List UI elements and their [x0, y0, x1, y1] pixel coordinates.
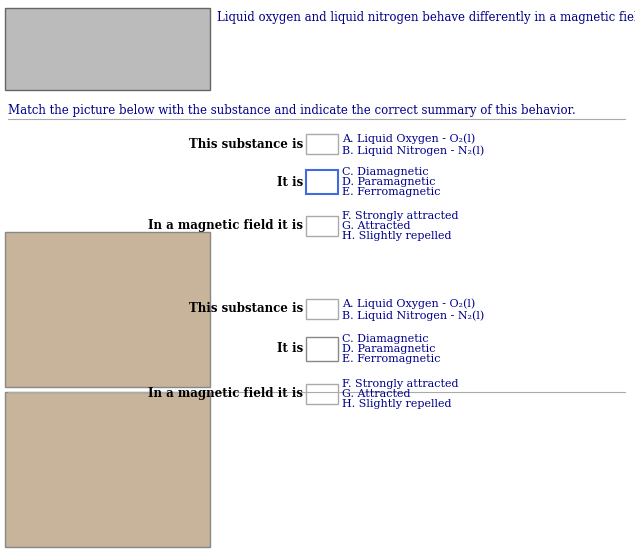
Bar: [306, 134, 338, 154]
Bar: [306, 170, 338, 194]
Text: In a magnetic field it is: In a magnetic field it is: [148, 387, 303, 401]
Text: B. Liquid Nitrogen - N₂(l): B. Liquid Nitrogen - N₂(l): [342, 311, 485, 321]
Text: D. Paramagnetic: D. Paramagnetic: [342, 344, 436, 354]
Text: H. Slightly repelled: H. Slightly repelled: [342, 231, 451, 241]
Text: F. Strongly attracted: F. Strongly attracted: [342, 379, 458, 389]
Text: It is: It is: [277, 342, 303, 356]
Bar: [306, 337, 338, 361]
Bar: [5, 392, 210, 547]
Text: C. Diamagnetic: C. Diamagnetic: [342, 167, 429, 177]
Text: In a magnetic field it is: In a magnetic field it is: [148, 219, 303, 233]
Bar: [306, 384, 338, 404]
Bar: [5, 232, 210, 387]
Text: Liquid oxygen and liquid nitrogen behave differently in a magnetic field.: Liquid oxygen and liquid nitrogen behave…: [217, 11, 635, 24]
Bar: [306, 299, 338, 319]
Text: F. Strongly attracted: F. Strongly attracted: [342, 211, 458, 221]
Text: C. Diamagnetic: C. Diamagnetic: [342, 334, 429, 344]
Bar: [5, 8, 210, 90]
Text: D. Paramagnetic: D. Paramagnetic: [342, 177, 436, 187]
Text: A. Liquid Oxygen - O₂(l): A. Liquid Oxygen - O₂(l): [342, 299, 475, 309]
Text: This substance is: This substance is: [189, 302, 303, 315]
Text: B. Liquid Nitrogen - N₂(l): B. Liquid Nitrogen - N₂(l): [342, 146, 485, 156]
Text: E. Ferromagnetic: E. Ferromagnetic: [342, 354, 441, 364]
Text: E. Ferromagnetic: E. Ferromagnetic: [342, 187, 441, 197]
Text: This substance is: This substance is: [189, 137, 303, 151]
Bar: [306, 216, 338, 236]
Text: It is: It is: [277, 176, 303, 188]
Text: A. Liquid Oxygen - O₂(l): A. Liquid Oxygen - O₂(l): [342, 134, 475, 144]
Text: G. Attracted: G. Attracted: [342, 221, 410, 231]
Text: Match the picture below with the substance and indicate the correct summary of t: Match the picture below with the substan…: [8, 104, 576, 117]
Text: G. Attracted: G. Attracted: [342, 389, 410, 399]
Text: H. Slightly repelled: H. Slightly repelled: [342, 399, 451, 409]
